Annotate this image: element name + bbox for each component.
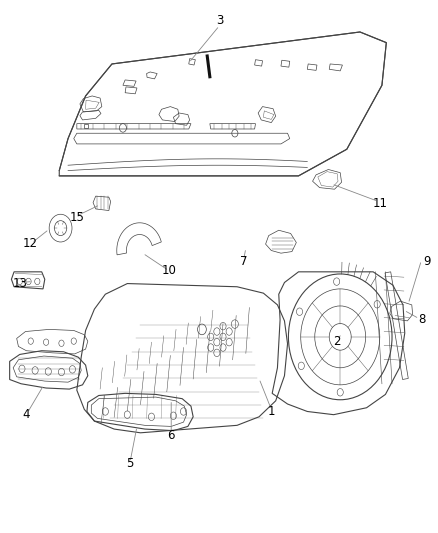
Text: 10: 10 xyxy=(161,264,176,277)
Text: 15: 15 xyxy=(69,211,84,224)
Text: 5: 5 xyxy=(126,457,133,470)
Text: 9: 9 xyxy=(422,255,430,268)
Text: 7: 7 xyxy=(239,255,247,268)
Text: 12: 12 xyxy=(22,237,37,250)
Text: 11: 11 xyxy=(371,197,386,210)
Text: 6: 6 xyxy=(167,430,175,442)
Text: 8: 8 xyxy=(417,313,424,326)
Text: 1: 1 xyxy=(267,405,275,418)
Text: 3: 3 xyxy=(215,14,223,27)
Text: 2: 2 xyxy=(332,335,340,348)
Text: 13: 13 xyxy=(12,277,27,290)
Text: 4: 4 xyxy=(22,408,30,421)
